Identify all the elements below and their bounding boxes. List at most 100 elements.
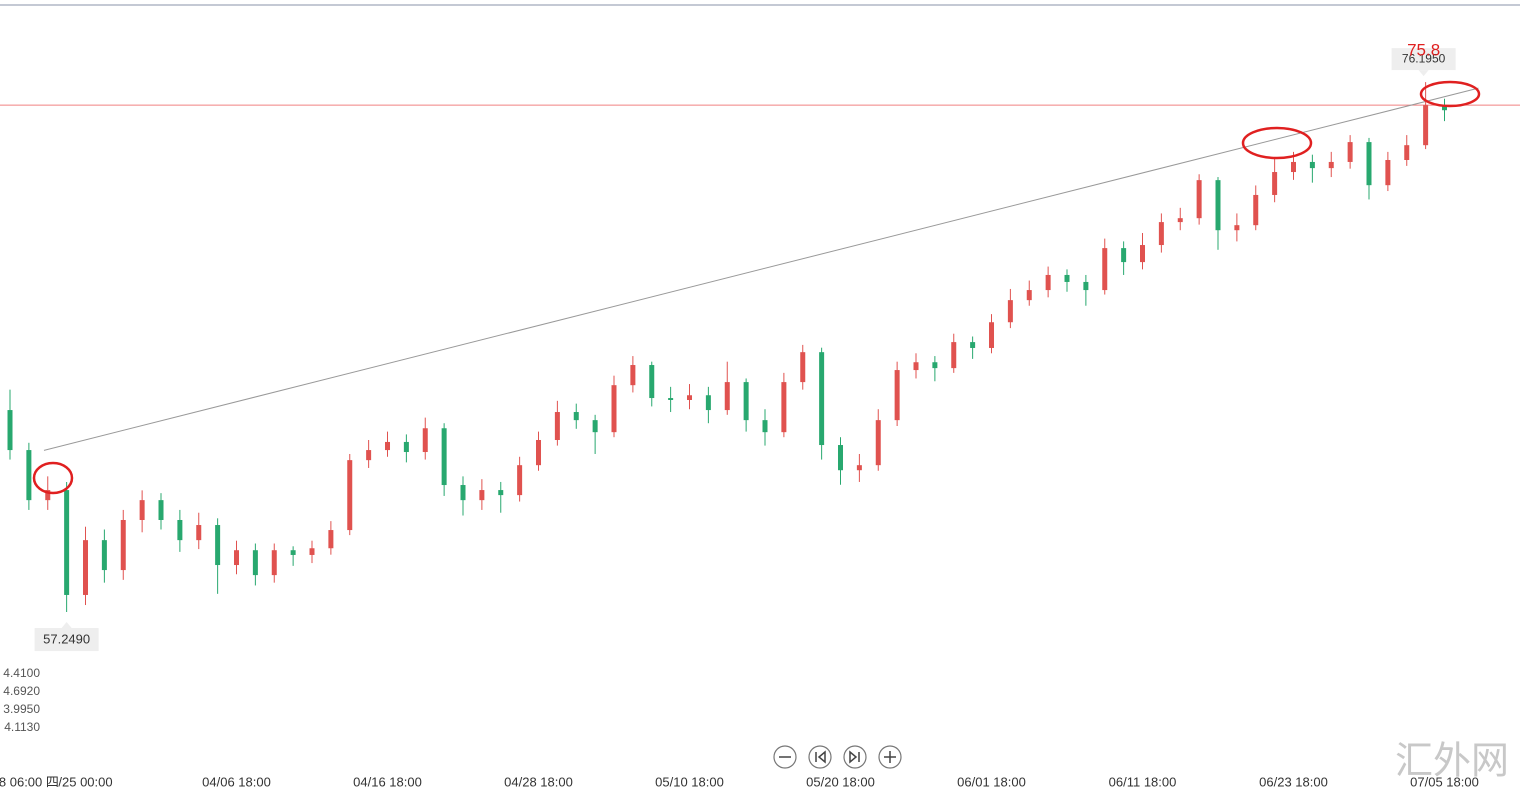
- candle-body: [64, 490, 70, 595]
- x-tick-label: 05/20 18:00: [806, 774, 875, 789]
- candle-body: [894, 370, 900, 421]
- candle-body: [800, 352, 806, 383]
- candle-body: [668, 398, 674, 400]
- highlight-circle: [32, 461, 74, 495]
- candle-body: [1215, 180, 1221, 231]
- candle-body: [875, 420, 881, 466]
- candle-body: [460, 485, 466, 501]
- annotation: 75.8: [1407, 41, 1440, 60]
- zoom-in-button[interactable]: [878, 745, 902, 769]
- prev-button[interactable]: [808, 745, 832, 769]
- trend-line: [43, 87, 1479, 451]
- candle-body: [592, 420, 598, 433]
- candle-body: [838, 445, 844, 471]
- candle-body: [1026, 290, 1032, 301]
- candle-body: [101, 540, 107, 571]
- candle-body: [1272, 172, 1278, 195]
- candle-body: [649, 365, 655, 399]
- candle-body: [1064, 274, 1070, 282]
- x-tick-label: 04/06 18:00: [202, 774, 271, 789]
- candle-body: [26, 450, 32, 501]
- candle-body: [1347, 142, 1353, 162]
- candle-body: [479, 490, 485, 501]
- candle-body: [1196, 180, 1202, 219]
- candle-body: [441, 428, 447, 486]
- candle-body: [1177, 218, 1183, 223]
- low-label: 57.2490: [43, 631, 90, 646]
- side-value: 3.9950: [3, 702, 40, 716]
- candle-body: [951, 342, 957, 369]
- candle-body: [139, 500, 145, 520]
- candle-body: [83, 540, 89, 595]
- candle-body: [1253, 194, 1259, 226]
- x-tick-label: 05/10 18:00: [655, 774, 724, 789]
- candle-body: [630, 365, 636, 386]
- candle-body: [328, 530, 334, 549]
- candle-body: [1309, 161, 1315, 169]
- candle-body: [158, 500, 164, 520]
- candle-body: [536, 439, 542, 466]
- side-value: 4.1130: [4, 720, 40, 734]
- candle-body: [45, 490, 51, 501]
- candle-body: [724, 382, 730, 411]
- candle-body: [403, 441, 409, 453]
- side-value: 4.4100: [3, 666, 40, 680]
- candle-body: [252, 550, 258, 576]
- high-label: 76.1950: [1402, 51, 1446, 65]
- watermark: 汇外网: [1395, 739, 1509, 783]
- candle-body: [932, 362, 938, 369]
- candle-body: [1328, 161, 1334, 169]
- candle-body: [196, 525, 202, 541]
- candle-body: [290, 550, 296, 555]
- candle-body: [177, 519, 183, 541]
- highlight-circle: [1241, 126, 1313, 160]
- candle-body: [1423, 105, 1429, 146]
- zoom-out-button[interactable]: [773, 745, 797, 769]
- candle-body: [1366, 142, 1372, 186]
- candle-body: [762, 420, 768, 433]
- high-label-box: [1391, 48, 1456, 71]
- candle-body: [1045, 274, 1051, 291]
- candle-body: [1121, 248, 1127, 263]
- low-label-box: [34, 628, 99, 652]
- candle-body: [309, 548, 315, 555]
- candle-body: [1102, 248, 1108, 291]
- candle-body: [1158, 222, 1164, 246]
- candle-body: [781, 382, 787, 433]
- candle-body: [970, 342, 976, 348]
- candle-body: [554, 412, 560, 440]
- candle-body: [1404, 145, 1410, 160]
- candle-body: [120, 519, 126, 571]
- high-label-pointer: [1418, 70, 1429, 77]
- candle-body: [913, 362, 919, 371]
- x-tick-label: 8 06:00 四: [0, 774, 59, 789]
- x-tick-label: 07/05 18:00: [1410, 774, 1479, 789]
- candle-body: [743, 382, 749, 421]
- side-value: 4.6920: [3, 684, 40, 698]
- candle-body: [366, 450, 372, 461]
- candle-body: [611, 385, 617, 433]
- candle-body: [819, 352, 825, 446]
- candle-body: [1442, 105, 1448, 111]
- candle-body: [271, 550, 277, 576]
- candle-body: [573, 412, 579, 421]
- candle-body: [7, 410, 13, 451]
- candle-body: [347, 460, 353, 531]
- candle-body: [215, 525, 221, 566]
- x-tick-label: /25 00:00: [58, 774, 112, 789]
- x-tick-label: 04/28 18:00: [504, 774, 573, 789]
- candle-body: [989, 322, 995, 348]
- x-tick-label: 04/16 18:00: [353, 774, 422, 789]
- candle-body: [234, 550, 240, 566]
- candle-body: [498, 490, 504, 496]
- x-tick-label: 06/11 18:00: [1109, 774, 1177, 789]
- low-label-pointer: [61, 622, 72, 629]
- candle-body: [1234, 225, 1240, 231]
- candle-body: [1385, 159, 1391, 186]
- next-button[interactable]: [843, 745, 867, 769]
- candle-body: [856, 465, 862, 471]
- candle-body: [1140, 245, 1146, 263]
- candle-body: [385, 441, 391, 451]
